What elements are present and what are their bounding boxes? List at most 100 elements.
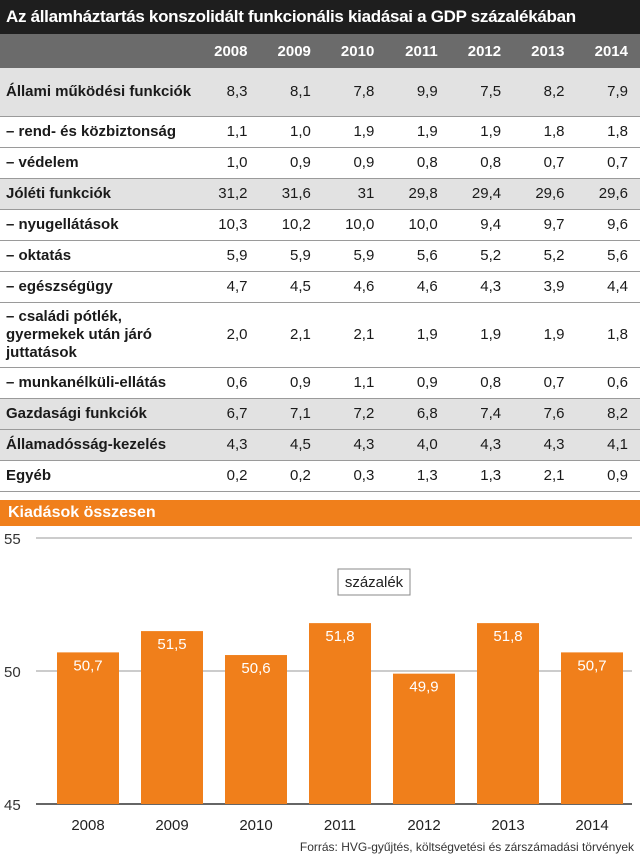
row-label: – rend- és közbiztonság [0, 116, 197, 148]
table-cell: 1,1 [322, 367, 387, 399]
table-row: Államadósság-kezelés 4,3 4,5 4,3 4,0 4,3 4,3 4,… [0, 429, 640, 461]
table-cell: 0,9 [259, 147, 323, 179]
table-cell: 2,1 [259, 302, 323, 368]
table-cell: 10,3 [196, 209, 260, 241]
table-row: – védelem 1,0 0,9 0,9 0,8 0,8 0,7 0,7 [0, 147, 640, 179]
unit-label-box [337, 568, 411, 596]
table-cell: 8,3 [196, 68, 260, 117]
table-cell: 0,2 [259, 460, 323, 492]
x-tick-label: 2013 [491, 817, 524, 834]
table-cell: 0,7 [513, 367, 577, 399]
table-row: Gazdasági funkciók 6,7 7,1 7,2 6,8 7,4 7,6 8,2 [0, 398, 640, 430]
row-label: Jóléti funkciók [0, 178, 197, 210]
table-cell: 31 [322, 178, 387, 210]
table-cell: 29,4 [449, 178, 514, 210]
table-row: Állami működési funkciók 8,3 8,1 7,8 9,9 7,5 8… [0, 68, 640, 117]
table-cell: 0,9 [386, 367, 450, 399]
table-cell: 8,1 [259, 68, 323, 117]
table-cell: 9,4 [449, 209, 514, 241]
table-header-blank [0, 34, 197, 68]
table-cell: 29,8 [386, 178, 450, 210]
table-cell: 1,9 [449, 302, 514, 368]
source-note: Forrás: HVG-gyűjtés, költségvetési és zá… [299, 840, 634, 854]
table-cell: 5,2 [449, 240, 514, 272]
table-cell: 8,2 [513, 68, 577, 117]
x-tick-label: 2014 [575, 817, 608, 834]
table-row: – oktatás 5,9 5,9 5,9 5,6 5,2 5,2 5,6 [0, 240, 640, 272]
bar-value-label: 50,6 [241, 660, 270, 677]
table-cell: 9,6 [576, 209, 640, 241]
year-header: 2014 [576, 34, 640, 68]
year-header: 2013 [513, 34, 577, 68]
table-cell: 4,6 [386, 271, 450, 303]
table-cell: 4,3 [513, 429, 577, 461]
table-cell: 2,1 [513, 460, 577, 492]
table-cell: 0,9 [322, 147, 387, 179]
bar [561, 652, 623, 804]
table-cell: 0,8 [449, 367, 514, 399]
y-tick-label: 55 [4, 531, 21, 548]
table-cell: 1,9 [386, 302, 450, 368]
table-cell: 1,1 [196, 116, 260, 148]
row-label: – nyugellátások [0, 209, 197, 241]
table-cell: 4,3 [449, 429, 514, 461]
table-cell: 4,1 [576, 429, 640, 461]
table-cell: 0,8 [386, 147, 450, 179]
table-row: – rend- és közbiztonság 1,1 1,0 1,9 1,9 1,9 1,… [0, 116, 640, 148]
table-cell: 31,6 [259, 178, 323, 210]
table-cell: 0,8 [449, 147, 514, 179]
table-cell: 0,9 [576, 460, 640, 492]
bar [225, 655, 287, 804]
y-tick-label: 50 [4, 664, 21, 681]
table-cell: 7,6 [513, 398, 577, 430]
table-row: – munkanélküli-ellátás 0,6 0,9 1,1 0,9 0,8 0,7… [0, 367, 640, 399]
bar [141, 631, 203, 804]
table-cell: 5,6 [576, 240, 640, 272]
row-label: Állami működési funkciók [0, 68, 197, 117]
table-row: – családi pótlék, gyermekek után járó ju… [0, 302, 640, 368]
table-cell: 7,1 [259, 398, 323, 430]
row-label: Gazdasági funkciók [0, 398, 197, 430]
year-header: 2008 [196, 34, 260, 68]
table-cell: 5,6 [386, 240, 450, 272]
row-label: Egyéb [0, 460, 197, 492]
table-cell: 7,5 [449, 68, 514, 117]
row-label: Államadósság-kezelés [0, 429, 197, 461]
table-cell: 0,7 [513, 147, 577, 179]
x-tick-label: 2010 [239, 817, 272, 834]
bar-value-label: 51,5 [157, 636, 186, 653]
row-label: – munkanélküli-ellátás [0, 367, 197, 399]
table-cell: 5,9 [259, 240, 323, 272]
table-cell: 1,9 [449, 116, 514, 148]
table-cell: 4,3 [196, 429, 260, 461]
table-cell: 10,0 [322, 209, 387, 241]
table-cell: 0,6 [196, 367, 260, 399]
x-tick-label: 2012 [407, 817, 440, 834]
year-header: 2010 [322, 34, 387, 68]
table-header-row: 2008 2009 2010 2011 2012 2013 2014 [0, 34, 640, 68]
row-label: – védelem [0, 147, 197, 179]
table-cell: 4,0 [386, 429, 450, 461]
expenditure-table: 2008 2009 2010 2011 2012 2013 2014 Állami műkö… [0, 34, 640, 492]
table-row: – nyugellátások 10,3 10,2 10,0 10,0 9,4 9,7 9,6 [0, 209, 640, 241]
section-title: Kiadások összesen [0, 500, 640, 526]
table-cell: 10,0 [386, 209, 450, 241]
table-cell: 5,2 [513, 240, 577, 272]
table-cell: 31,2 [196, 178, 260, 210]
table-cell: 1,9 [513, 302, 577, 368]
year-header: 2012 [449, 34, 514, 68]
table-cell: 7,2 [322, 398, 387, 430]
year-header: 2009 [259, 34, 323, 68]
table-cell: 1,8 [576, 116, 640, 148]
page-title: Az államháztartás konszolidált funkcioná… [0, 0, 640, 34]
table-cell: 2,0 [196, 302, 260, 368]
table-cell: 1,0 [196, 147, 260, 179]
table-cell: 1,8 [576, 302, 640, 368]
table-cell: 4,3 [449, 271, 514, 303]
bar-value-label: 51,8 [325, 628, 354, 645]
unit-label: százalék [345, 574, 404, 591]
table-cell: 1,8 [513, 116, 577, 148]
table-cell: 9,9 [386, 68, 450, 117]
row-label: – egészségügy [0, 271, 197, 303]
table-cell: 4,5 [259, 271, 323, 303]
